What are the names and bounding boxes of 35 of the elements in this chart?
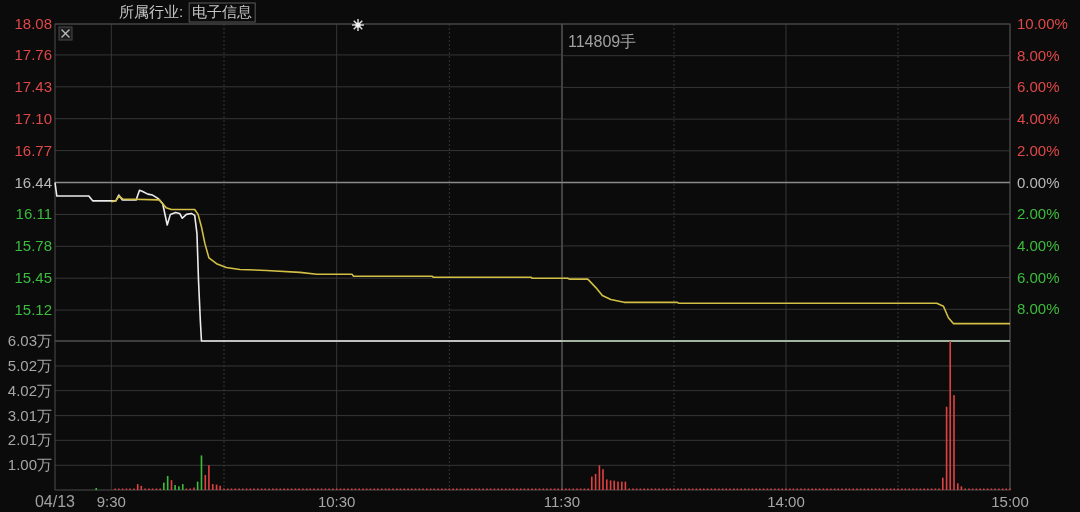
y-tick-label: 17.10 (14, 109, 52, 127)
y2-tick-label: 4.00% (1017, 236, 1060, 254)
x-tick-label: 11:30 (543, 493, 581, 510)
y-tick-label: 4.02万 (7, 381, 52, 399)
y-tick-label: 16.44 (14, 173, 52, 191)
annotation: 114809手 (568, 33, 637, 50)
x-tick-label: 10:30 (317, 493, 356, 510)
y2-tick-label: 2.00% (1017, 205, 1060, 223)
y-tick-label: 17.43 (14, 77, 52, 95)
y-tick-label: 15.12 (14, 301, 52, 319)
y2-tick-label: 2.00% (1017, 141, 1060, 159)
chart-subtitle: 电子信息 (192, 3, 253, 20)
y-tick-label: 17.76 (14, 45, 52, 63)
y2-tick-label: 8.00% (1017, 300, 1060, 318)
x-tick-label: 15:00 (991, 493, 1029, 510)
y-tick-label: 6.03万 (7, 332, 52, 349)
y-tick-label: 15.45 (14, 269, 52, 287)
y2-tick-label: 4.00% (1017, 110, 1060, 128)
y2-tick-label: 0.00% (1017, 173, 1060, 191)
x-tick-label: 14:00 (767, 493, 805, 510)
x-tick-label: 9:30 (96, 493, 126, 510)
y2-tick-label: 8.00% (1017, 46, 1060, 64)
y2-tick-label: 10.00% (1017, 15, 1068, 32)
text: 04/13 (34, 493, 76, 510)
y-tick-label: 15.78 (14, 237, 52, 255)
y2-tick-label: 6.00% (1017, 78, 1060, 96)
y-tick-label: 16.77 (14, 141, 52, 159)
y-tick-label: 16.11 (15, 205, 52, 223)
y-tick-label: 5.02万 (7, 356, 52, 374)
chart-title: 所属行业: (119, 3, 184, 20)
y-tick-label: 3.01万 (7, 406, 52, 424)
y-tick-label: 1.00万 (7, 456, 52, 474)
y-tick-label: 2.01万 (7, 431, 52, 449)
y-tick-label: 18.08 (14, 15, 52, 32)
y2-tick-label: 6.00% (1017, 268, 1060, 286)
